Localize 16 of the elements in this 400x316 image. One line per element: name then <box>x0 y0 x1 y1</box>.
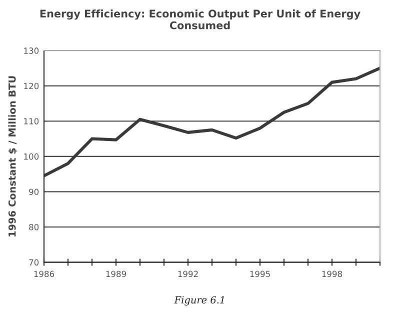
chart-title: Energy Efficiency: Economic Output Per Unit of Energy Consumed <box>40 9 360 30</box>
y-tick-label: 120 <box>24 82 39 90</box>
x-tick-label: 1989 <box>106 270 126 278</box>
caption: Figure 6.1 <box>174 296 224 306</box>
x-tick-label: 1992 <box>178 270 198 278</box>
y-axis-title: 1996 Constant $ / Million BTU <box>8 76 18 236</box>
x-tick-label: 1995 <box>250 270 270 278</box>
x-tick-label: 1998 <box>322 270 342 278</box>
y-tick-label: 130 <box>24 48 39 54</box>
y-tick-label: 90 <box>29 188 39 195</box>
line-series <box>44 66 380 178</box>
y-tick-label: 70 <box>29 259 39 266</box>
y-tick-label: 80 <box>29 224 39 230</box>
y-tick-label: 100 <box>24 153 39 160</box>
x-tick-label: 1986 <box>34 270 54 278</box>
y-tick-label: 110 <box>24 118 39 124</box>
